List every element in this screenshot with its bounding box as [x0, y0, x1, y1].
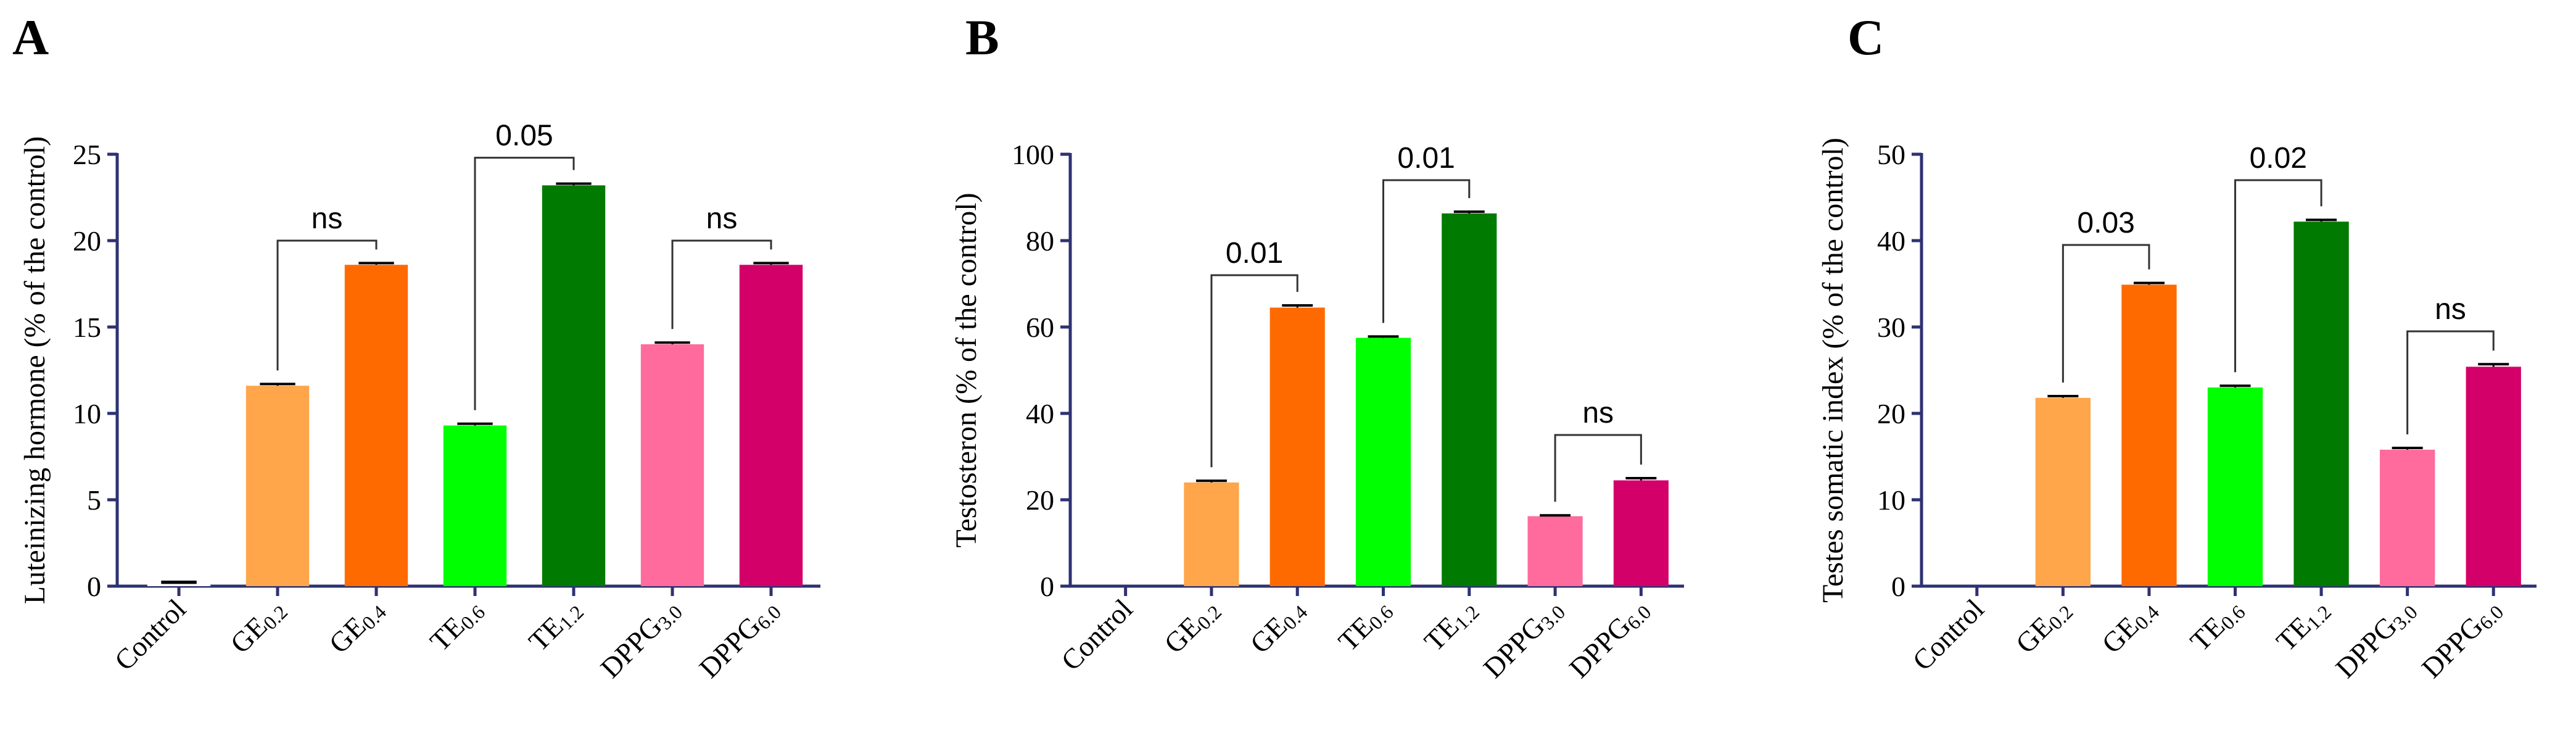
x-tick-label: DPPG3.0: [1477, 593, 1570, 685]
significance-bracket: [2234, 179, 2322, 373]
x-tick-label: TE1.2: [1418, 593, 1484, 658]
x-tick-label: TE1.2: [522, 593, 588, 658]
bar: [2293, 222, 2349, 586]
significance-bracket: [1382, 179, 1471, 323]
x-tick-label: GE0.2: [2010, 593, 2078, 661]
significance-bracket: [671, 239, 772, 329]
y-axis-label: Luteinizing hormone (% of the control): [19, 136, 51, 604]
bar: [2207, 387, 2263, 586]
significance-bracket: [474, 157, 575, 410]
x-tick-label: DPPG6.0: [1563, 593, 1656, 685]
x-tick-label: DPPG6.0: [2416, 593, 2508, 685]
x-tick-label: TE0.6: [424, 593, 489, 658]
y-tick-label: 10: [73, 398, 101, 429]
bar: [1184, 482, 1239, 586]
significance-label: ns: [706, 202, 738, 235]
x-tick-label: GE0.2: [224, 593, 292, 661]
y-tick-label: 20: [1026, 484, 1054, 516]
y-tick-label: 20: [1877, 398, 1905, 429]
significance-label: ns: [2435, 293, 2466, 326]
bar: [1355, 338, 1411, 586]
y-tick-label: 50: [1877, 139, 1905, 170]
y-tick-label: 10: [1877, 484, 1905, 516]
bar: [344, 265, 408, 586]
bar: [1613, 480, 1669, 586]
bar: [1527, 516, 1583, 586]
bar: [2379, 449, 2435, 586]
y-tick-label: 40: [1026, 398, 1054, 429]
significance-bracket: [276, 239, 378, 371]
significance-bracket: [1554, 434, 1642, 502]
significance-label: ns: [312, 202, 343, 235]
bar: [1269, 307, 1325, 586]
y-tick-label: 80: [1026, 225, 1054, 257]
y-tick-label: 100: [1012, 139, 1054, 170]
x-tick-label: Control: [1055, 593, 1138, 676]
y-tick-label: 30: [1877, 312, 1905, 343]
bar: [443, 425, 507, 586]
x-tick-label: DPPG3.0: [2329, 593, 2422, 685]
y-tick-label: 40: [1877, 225, 1905, 257]
y-tick-label: 20: [73, 225, 101, 257]
chart-panel-c: C Testes somatic index (% of the control)…: [1817, 9, 2537, 685]
y-axis-label: Testosteron (% of the control): [950, 193, 983, 547]
bar: [1442, 213, 1497, 586]
bar: [2466, 366, 2521, 586]
x-tick-label: GE0.4: [1244, 593, 1312, 661]
y-tick-label: 15: [73, 312, 101, 343]
x-tick-label: Control: [109, 593, 192, 676]
significance-label: 0.02: [2250, 142, 2307, 175]
y-tick-label: 60: [1026, 312, 1054, 343]
panel-letter: A: [12, 9, 49, 65]
x-tick-label: GE0.4: [2095, 593, 2163, 661]
y-axis-label: Testes somatic index (% of the control): [1817, 138, 1849, 603]
panel-letter: B: [965, 9, 999, 65]
y-tick-label: 0: [87, 571, 101, 602]
y-tick-label: 5: [87, 484, 101, 516]
bar: [2121, 284, 2177, 586]
significance-label: 0.03: [2077, 207, 2134, 239]
x-tick-label: TE1.2: [2270, 593, 2335, 658]
significance-bracket: [1210, 274, 1298, 468]
x-tick-label: TE0.6: [2184, 593, 2249, 658]
chart-panel-a: A Luteinizing hormone (% of the control) 0…: [12, 9, 820, 685]
bar: [739, 265, 803, 586]
bar: [147, 582, 211, 586]
bar: [640, 344, 704, 586]
x-tick-label: DPPG6.0: [693, 593, 786, 685]
y-tick-label: 25: [73, 139, 101, 170]
significance-label: 0.01: [1226, 237, 1283, 270]
x-tick-label: TE0.6: [1332, 593, 1397, 658]
significance-bracket: [2406, 330, 2495, 434]
bar: [246, 386, 310, 586]
x-tick-label: GE0.2: [1158, 593, 1226, 661]
bar: [542, 185, 606, 586]
y-tick-label: 0: [1040, 571, 1054, 602]
significance-label: 0.01: [1397, 142, 1455, 175]
chart-panel-b: B Testosteron (% of the control) 0 20 40 60 80…: [950, 9, 1684, 685]
bar: [2035, 397, 2091, 586]
x-tick-label: Control: [1906, 593, 1989, 676]
panel-letter: C: [1847, 9, 1884, 65]
significance-label: ns: [1582, 397, 1614, 429]
significance-label: 0.05: [495, 120, 553, 152]
y-tick-label: 0: [1891, 571, 1905, 602]
x-tick-label: GE0.4: [323, 593, 390, 661]
x-tick-label: DPPG3.0: [595, 593, 687, 685]
significance-bracket: [2062, 244, 2150, 383]
